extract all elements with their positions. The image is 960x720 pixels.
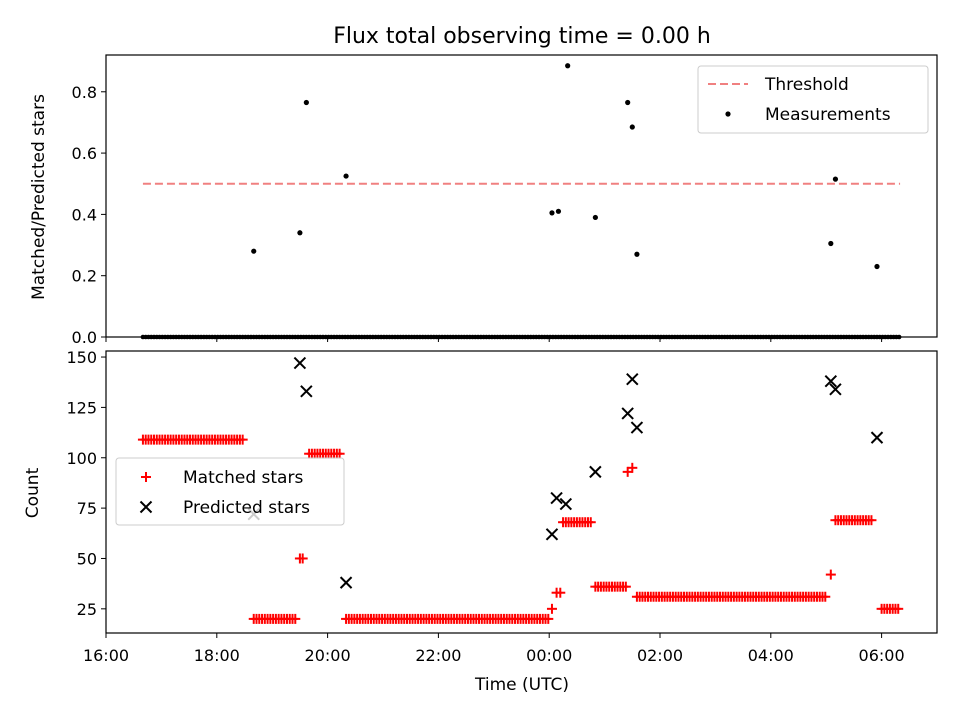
matched-star-point [620, 581, 631, 592]
predicted-star-point [339, 576, 353, 589]
x-tick-label: 22:00 [415, 646, 461, 665]
measurement-point [297, 230, 303, 236]
y-tick-label: 0.2 [72, 267, 97, 286]
y-tick-label: 50 [77, 549, 97, 568]
legend-predicted-swatch [139, 500, 153, 514]
measurement-point [592, 214, 598, 221]
matched-star-point [237, 434, 248, 445]
bottom-plot: 25 50 75 100 125 150 16:00 18:00 20:00 22:00 00:00… [66, 348, 938, 665]
y-tick-label: 0.8 [72, 83, 97, 102]
matched-star-point [297, 553, 308, 564]
matched-star-point [866, 515, 877, 526]
legend-predicted-label: Predicted stars [183, 498, 310, 518]
matched-star-point [334, 448, 345, 459]
bottom-legend: Matched stars Predicted stars [115, 457, 345, 526]
y-tick-label: 0.6 [72, 144, 97, 163]
measurement-point [303, 99, 309, 106]
top-legend: Threshold Measurements [697, 65, 929, 134]
y-tick-label: 125 [66, 398, 97, 417]
measurement-point [629, 124, 635, 130]
legend-measurements-label: Measurements [765, 105, 891, 125]
legend-matched-swatch [141, 472, 151, 482]
y-tick-label: 0.4 [72, 205, 97, 224]
predicted-star-point [559, 497, 573, 511]
y-tick-label: 25 [77, 600, 97, 619]
measurement-point [625, 99, 631, 106]
bottom-axes-frame [105, 350, 938, 634]
predicted-star-point [550, 491, 563, 505]
measurement-point [874, 263, 880, 270]
chart-title: Flux total observing time = 0.00 h [333, 24, 711, 49]
predicted-star-point [870, 431, 884, 444]
matched-star-point [825, 569, 836, 580]
legend-matched-label: Matched stars [183, 468, 303, 488]
measurement-point [832, 176, 839, 182]
bottom-y-axis-label: Count [23, 467, 43, 518]
top-axes-frame [105, 54, 938, 338]
y-tick-label: 150 [66, 348, 97, 367]
predicted-star-point [824, 375, 838, 388]
measurement-point [343, 173, 349, 179]
predicted-star-point [293, 356, 307, 370]
matched-star-point [543, 613, 554, 624]
x-tick-label: 00:00 [526, 646, 572, 665]
measurement-point [555, 208, 562, 214]
matched-star-point [893, 603, 904, 614]
top-y-axis-label: Matched/Predicted stars [29, 94, 49, 300]
matched-star-point [546, 603, 557, 614]
measurement-point [565, 63, 571, 69]
legend-measurements-swatch [725, 111, 731, 117]
x-tick-label: 18:00 [194, 646, 240, 665]
legend-frame [697, 65, 929, 134]
measurement-point [549, 210, 555, 216]
x-tick-label: 06:00 [859, 646, 905, 665]
predicted-star-point [545, 528, 559, 541]
measurement-point [634, 251, 640, 257]
predicted-star-point [630, 421, 644, 434]
matched-star-point [627, 462, 638, 473]
x-tick-label: 04:00 [748, 646, 794, 665]
predicted-star-point [589, 465, 602, 479]
matched-star-point [290, 613, 301, 624]
measurement-point [251, 248, 257, 254]
x-tick-label: 16:00 [83, 646, 129, 665]
predicted-star-point [621, 407, 634, 420]
predicted-star-point [626, 372, 639, 386]
x-tick-label: 20:00 [305, 646, 351, 665]
matched-star-point [555, 587, 566, 598]
matched-star-point [585, 517, 596, 528]
x-tick-label: 02:00 [637, 646, 683, 665]
predicted-star-point [829, 383, 842, 396]
top-plot: 0.0 0.2 0.4 0.6 0.8 Threshold Measurements [72, 54, 938, 347]
predicted-star-point [300, 385, 313, 398]
x-axis-label: Time (UTC) [474, 675, 569, 695]
measurement-point [828, 240, 834, 247]
y-tick-label: 75 [77, 499, 97, 518]
y-tick-label: 100 [66, 449, 97, 468]
matched-star-point [820, 591, 831, 602]
legend-threshold-label: Threshold [764, 75, 849, 95]
y-tick-label: 0.0 [72, 328, 97, 347]
legend-frame [115, 457, 345, 526]
